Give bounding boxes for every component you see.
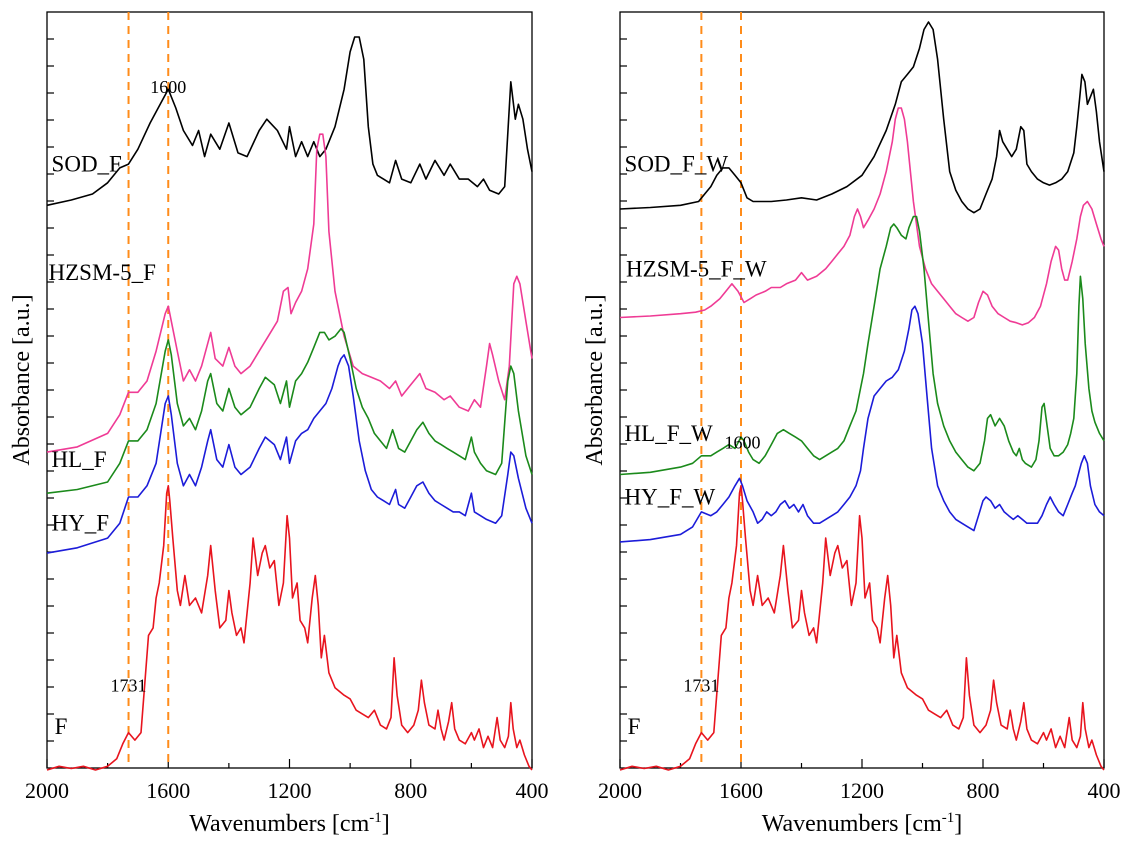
series-label-hl-f-w: HL_F_W xyxy=(625,421,713,446)
x-tick-label: 400 xyxy=(1088,778,1121,803)
series-label-hzsm-5-f: HZSM-5_F xyxy=(49,260,156,285)
x-tick-label: 2000 xyxy=(598,778,642,803)
x-axis-title: Wavenumbers [cm-1] xyxy=(189,810,390,837)
spectrum-sod-f xyxy=(46,36,533,207)
spectrum-hl-f-w xyxy=(619,215,1105,476)
series-label-hl-f: HL_F xyxy=(52,447,107,472)
peak-annotation-1600: 1600 xyxy=(150,77,186,97)
plot-frame xyxy=(46,11,533,769)
spectrum-hzsm-5-f xyxy=(46,133,533,453)
x-tick-label: 1200 xyxy=(840,778,884,803)
peak-annotation-1731: 1731 xyxy=(111,675,147,695)
spectrum-f xyxy=(46,485,533,771)
x-tick-label: 1600 xyxy=(719,778,763,803)
y-axis-title: Absorbance [a.u.] xyxy=(9,294,35,465)
spectrum-hy-f xyxy=(46,354,533,554)
peak-annotation-1600: 1600 xyxy=(725,432,761,452)
y-axis-ticks xyxy=(620,38,627,742)
series-label-f: F xyxy=(628,714,641,739)
peak-annotation-1731: 1731 xyxy=(683,675,719,695)
y-axis-ticks xyxy=(47,38,54,742)
series-label-hy-f: HY_F xyxy=(52,511,110,536)
spectrum-f xyxy=(619,485,1105,771)
spectrum-sod-f-w xyxy=(619,21,1105,214)
x-tick-label: 800 xyxy=(967,778,1000,803)
spectrum-hy-f-w xyxy=(619,305,1105,543)
series-label-hy-f-w: HY_F_W xyxy=(625,484,716,509)
series-label-hzsm-5-f-w: HZSM-5_F_W xyxy=(626,256,767,281)
series-label-f: F xyxy=(55,714,68,739)
spectrum-hl-f xyxy=(46,327,533,494)
x-tick-label: 400 xyxy=(516,778,549,803)
x-axis-title: Wavenumbers [cm-1] xyxy=(762,810,963,837)
series-label-sod-f: SOD_F xyxy=(52,152,122,177)
x-tick-label: 800 xyxy=(394,778,427,803)
series-label-sod-f-w: SOD_F_W xyxy=(625,152,729,177)
spectrum-hzsm-5-f-w xyxy=(619,107,1105,326)
plot-frame xyxy=(619,11,1105,769)
x-tick-label: 2000 xyxy=(25,778,69,803)
y-axis-title: Absorbance [a.u.] xyxy=(582,294,608,465)
x-tick-label: 1200 xyxy=(268,778,312,803)
x-tick-label: 1600 xyxy=(146,778,190,803)
left-spectra-panel: 2000 1600 1200 800 400 Wavenumbers [cm-1] Abso… xyxy=(9,11,549,837)
right-spectra-panel: 2000 1600 1200 800 400 Wavenumbers [cm-1] Abso… xyxy=(582,11,1121,837)
